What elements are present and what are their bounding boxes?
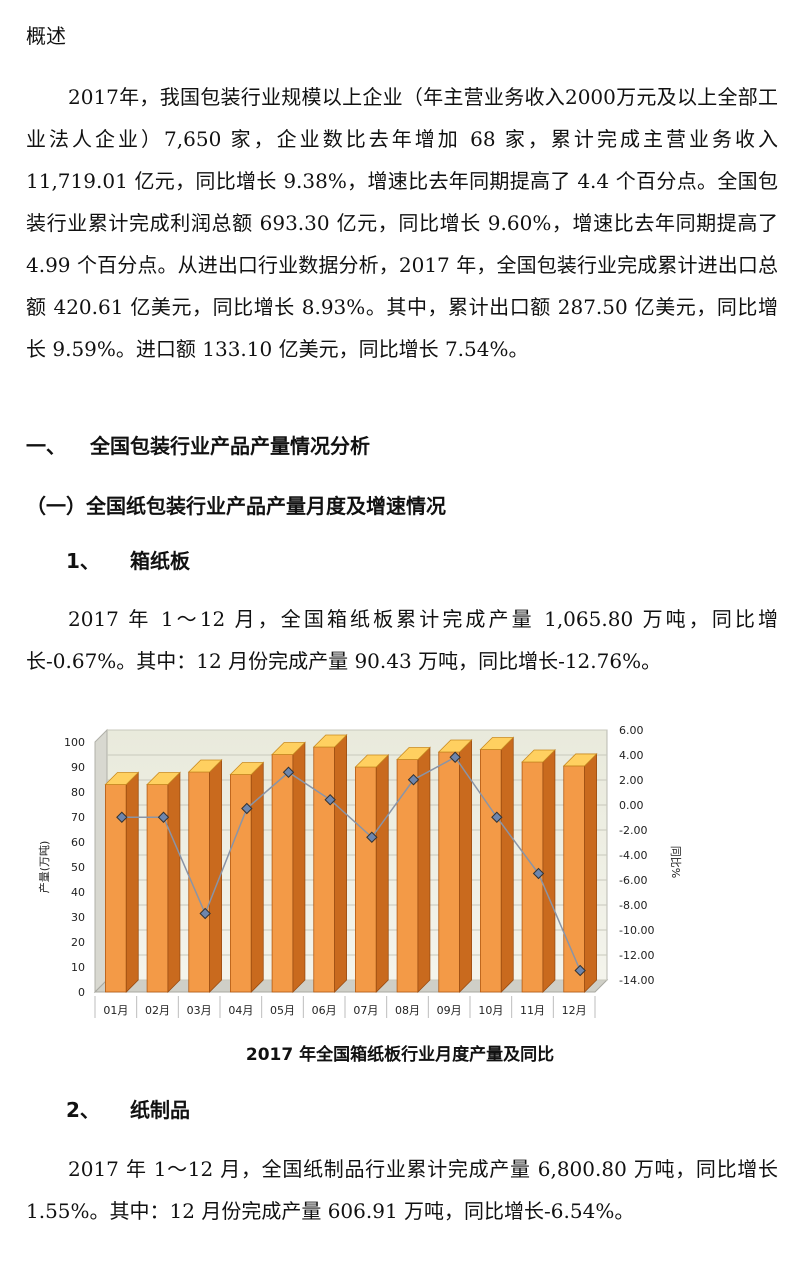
- bar-top: [437, 739, 473, 753]
- line-point: [282, 766, 295, 778]
- chart-caption: 2017 年全国箱纸板行业月度产量及同比: [245, 1045, 555, 1065]
- bar: [396, 759, 419, 993]
- bar-side: [542, 749, 556, 993]
- section-number: 一、: [26, 434, 66, 458]
- line-point: [449, 751, 461, 763]
- bar-side: [584, 752, 597, 993]
- x-tick-label: 11月: [520, 1004, 545, 1017]
- bar-top: [187, 759, 223, 773]
- y2-tick-label: -12.00: [619, 949, 654, 962]
- x-tick-label: 06月: [312, 1004, 337, 1017]
- line-point: [241, 802, 253, 815]
- item2-title: 纸制品: [130, 1098, 190, 1122]
- bar: [438, 751, 460, 993]
- bar-side: [250, 761, 264, 993]
- line-point: [199, 907, 211, 920]
- y-tick-label: 0: [78, 986, 85, 999]
- y2-tick-label: -14.00: [619, 974, 654, 987]
- y2-tick-label: 4.00: [619, 749, 644, 762]
- y-tick-label: 20: [71, 936, 85, 949]
- y-tick-label: 50: [71, 861, 85, 874]
- section-title: 全国包装行业产品产量情况分析: [90, 434, 370, 458]
- bar: [355, 766, 377, 993]
- line-point: [532, 867, 545, 880]
- line-point: [491, 811, 503, 823]
- y2-tick-label: -6.00: [619, 874, 647, 887]
- x-tick-label: 09月: [437, 1004, 462, 1017]
- y2-tick-label: -10.00: [619, 924, 654, 937]
- x-tick-label: 01月: [103, 1004, 128, 1017]
- subsection-title: （一）全国纸包装行业产品产量月度及增速情况: [26, 494, 446, 518]
- line-point: [157, 811, 170, 823]
- item1-number: 1、: [66, 549, 100, 573]
- y2-tick-label: -8.00: [619, 899, 647, 912]
- bar-side: [500, 736, 514, 993]
- y2-axis-label: 同比%: [669, 846, 682, 878]
- y-tick-label: 30: [71, 911, 85, 924]
- bar-top: [479, 737, 515, 750]
- line-point: [574, 964, 586, 977]
- bar: [313, 746, 335, 993]
- bar-side: [375, 754, 389, 993]
- bar-side: [167, 771, 181, 993]
- y2-tick-label: 2.00: [619, 774, 644, 787]
- series-line: [121, 756, 581, 971]
- y-tick-label: 100: [64, 736, 85, 749]
- bar-side: [334, 734, 347, 993]
- bar-top: [146, 772, 181, 785]
- line-point: [366, 831, 378, 843]
- bar: [271, 754, 294, 993]
- item2-paragraph: 2017 年 1～12 月，全国纸制品行业累计完成产量 6,800.80 万吨，…: [26, 1157, 778, 1223]
- bar: [480, 749, 502, 993]
- overview-title: 概述: [26, 24, 66, 48]
- bar-side: [417, 746, 431, 993]
- y-tick-label: 70: [71, 811, 85, 824]
- y-tick-label: 60: [71, 836, 85, 849]
- x-tick-label: 08月: [395, 1004, 420, 1017]
- y2-tick-label: 0.00: [619, 799, 644, 812]
- line-point: [116, 811, 128, 823]
- item2-number: 2、: [66, 1098, 100, 1122]
- y-tick-label: 40: [71, 886, 85, 899]
- y2-tick-label: -2.00: [619, 824, 647, 837]
- bar-top: [312, 734, 348, 748]
- bar-top: [354, 754, 390, 768]
- x-tick-label: 04月: [228, 1004, 253, 1017]
- bar-top: [229, 762, 265, 775]
- item1-title: 箱纸板: [130, 549, 190, 573]
- bar-line-chart: 0 10 20 30 40 50 60 70 80 90 100 6.00 4.00 2.00 0.00 -2…: [37, 724, 682, 1018]
- x-tick-label: 12月: [562, 1004, 587, 1017]
- line-point: [324, 794, 336, 806]
- bar-top: [562, 753, 598, 767]
- bar-top: [271, 742, 306, 755]
- bar-top: [396, 747, 431, 760]
- y-tick-label: 90: [71, 761, 85, 774]
- x-tick-label: 07月: [353, 1004, 378, 1017]
- y-tick-label: 80: [71, 786, 85, 799]
- bar-top: [104, 772, 140, 785]
- overview-paragraph: 2017年，我国包装行业规模以上企业（年主营业务收入2000万元及以上全部工业法…: [26, 85, 778, 361]
- bar-side: [125, 771, 139, 993]
- item1-paragraph: 2017 年 1～12 月，全国箱纸板累计完成产量 1,065.80 万吨，同比…: [26, 607, 778, 673]
- x-tick-label: 10月: [478, 1004, 503, 1017]
- line-point: [407, 774, 420, 786]
- x-tick-label: 02月: [145, 1004, 170, 1017]
- y-tick-label: 10: [71, 961, 85, 974]
- x-tick-label: 03月: [187, 1004, 212, 1017]
- x-tick-label: 05月: [270, 1004, 295, 1017]
- y2-tick-label: -4.00: [619, 849, 647, 862]
- y2-tick-label: 6.00: [619, 724, 644, 737]
- y-axis-label: 产量(万吨): [37, 841, 51, 894]
- bar-top: [521, 749, 556, 763]
